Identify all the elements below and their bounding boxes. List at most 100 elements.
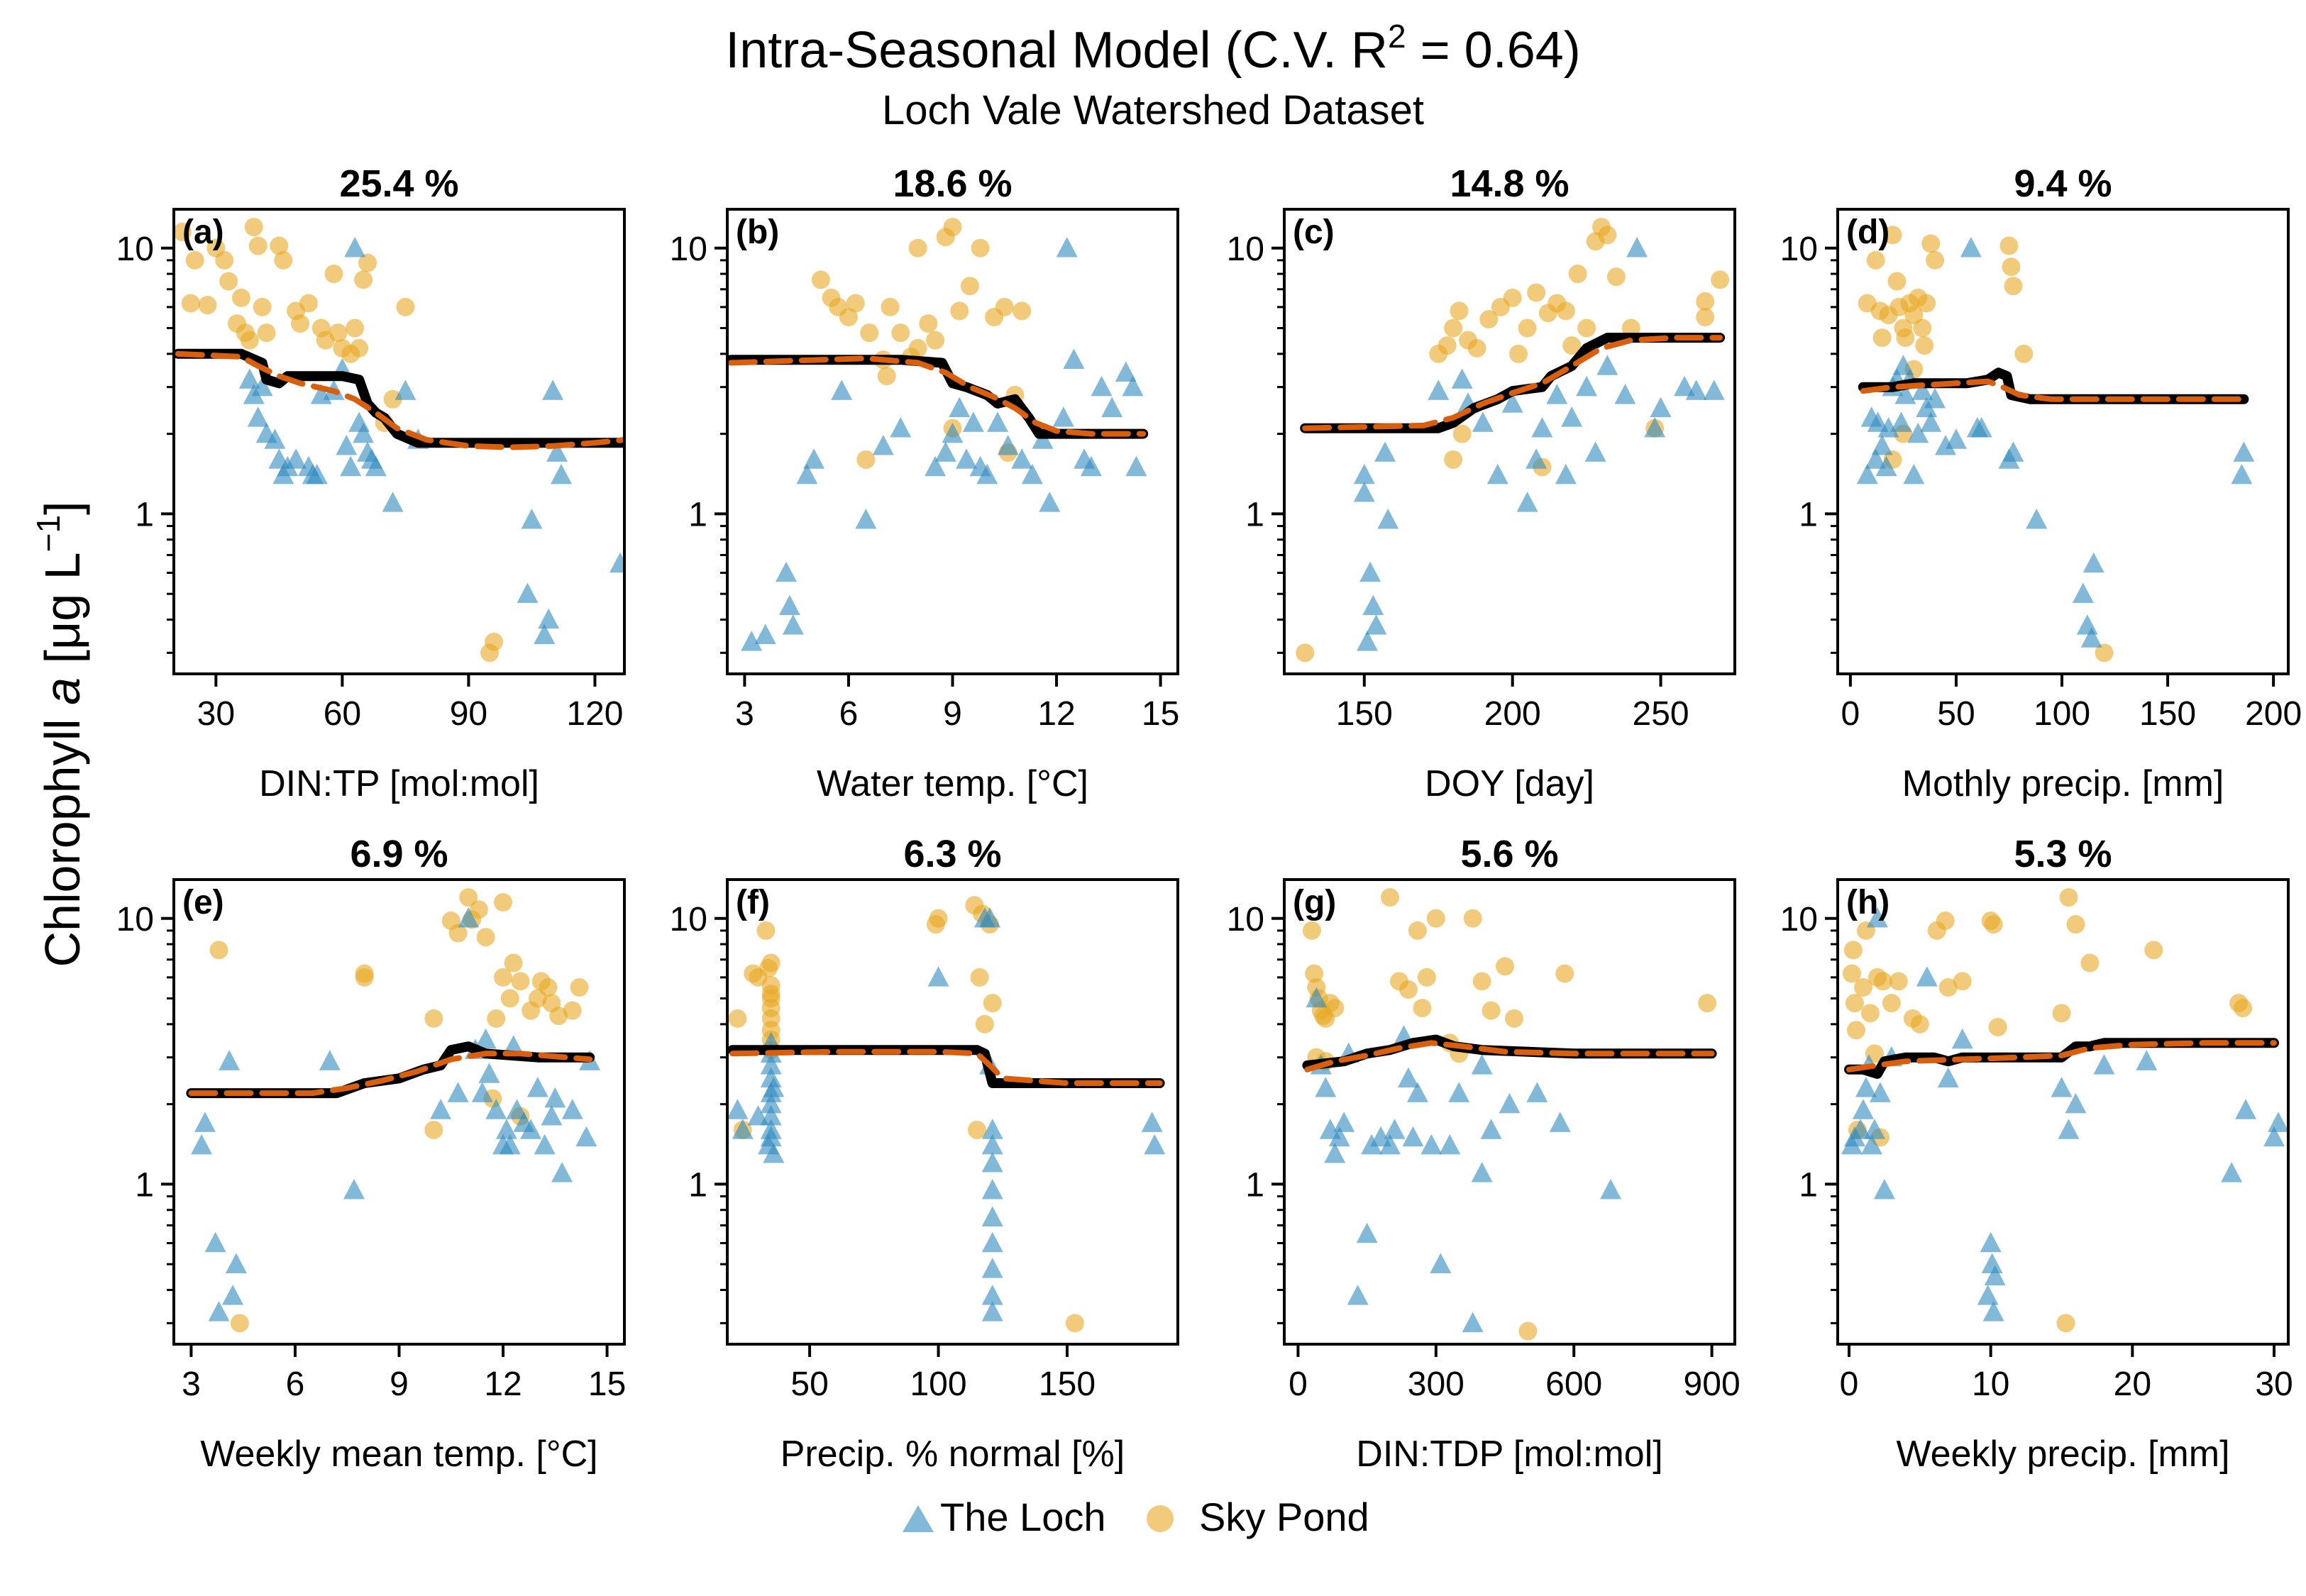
sky-pond-point [728, 1009, 747, 1028]
sky-pond-point [355, 968, 374, 987]
sky-pond-point [1896, 328, 1915, 348]
x-tick-label: 12 [1037, 695, 1075, 733]
the-loch-point [1856, 463, 1878, 484]
the-loch-point [1614, 384, 1636, 404]
the-loch-point [395, 379, 416, 400]
y-tick-label: 10 [1780, 901, 1818, 938]
ylabel-superscript: −1 [30, 515, 67, 552]
the-loch-point [741, 631, 763, 651]
the-loch-point [1356, 631, 1378, 651]
the-loch-point [1894, 384, 1916, 404]
the-loch-point [1576, 375, 1598, 397]
panel-g: 5.6 % (g) 0 300 600 900 1 10 DIN:TDP [mol:mol] [1227, 833, 1740, 1475]
the-loch-point [521, 509, 543, 529]
figure-subtitle: Loch Vale Watershed Dataset [882, 87, 1424, 133]
sky-pond-point [1698, 994, 1717, 1013]
the-loch-point [499, 1134, 521, 1155]
panel-label: (h) [1846, 884, 1890, 921]
fit-line-dashed [1302, 335, 1723, 431]
the-loch-point [1981, 1253, 2003, 1273]
sky-pond-point [358, 253, 377, 272]
the-loch-point [520, 1119, 542, 1139]
sky-pond-point [274, 250, 293, 270]
the-loch-point [2002, 441, 2024, 462]
sky-pond-point [1503, 288, 1522, 307]
the-loch-point [225, 1253, 247, 1273]
sky-pond-point [877, 367, 896, 386]
the-loch-point [803, 448, 825, 469]
y-tick-label: 10 [116, 231, 154, 268]
panel-b: 18.6 % (b) 3 6 9 12 15 1 10 Water temp. [°C] [670, 162, 1180, 804]
sky-pond-point [960, 277, 979, 296]
the-loch-point [1873, 1179, 1895, 1199]
sky-pond-point [1872, 328, 1892, 348]
sky-pond-point [1843, 941, 1863, 960]
the-loch-point [1852, 1099, 1874, 1119]
the-loch-point [344, 237, 366, 257]
panel-label: (g) [1293, 884, 1336, 921]
panel-title: 5.3 % [2014, 833, 2112, 875]
the-loch-point [778, 594, 800, 616]
sky-pond-point [1696, 292, 1715, 311]
sky-pond-point [983, 994, 1002, 1013]
sky-pond-point [244, 218, 263, 237]
panel-title: 25.4 % [339, 162, 458, 205]
the-loch-point [1855, 1077, 1877, 1097]
the-loch-point [855, 509, 877, 529]
sky-pond-point [919, 314, 938, 333]
the-loch-point [760, 1105, 782, 1126]
x-tick-label: 600 [1545, 1365, 1602, 1403]
sky-pond-point [970, 968, 989, 987]
x-axis-label: Weekly precip. [mm] [1896, 1434, 2229, 1475]
fit-line-black [1844, 1038, 2279, 1079]
sky-pond-point [1479, 310, 1499, 329]
sky-pond-point [1883, 226, 1902, 245]
fit-line-dashed [1304, 1040, 1715, 1073]
the-loch-point [219, 1050, 241, 1070]
sky-pond-point [2059, 888, 2078, 907]
sky-pond-point [1882, 994, 1901, 1013]
the-loch-point [1875, 455, 1897, 477]
x-tick-label: 9 [943, 695, 962, 733]
the-loch-point [534, 624, 556, 644]
panel-a: 25.4 % (a) 30 60 90 120 1 10 DIN:TP [mol:mol] [116, 162, 626, 804]
legend-label-sky: Sky Pond [1199, 1495, 1369, 1539]
the-loch-point [204, 1231, 226, 1253]
panel-frame [172, 878, 626, 1346]
the-loch-point [1091, 375, 1113, 397]
y-tick-label: 1 [1245, 496, 1264, 533]
plot-area [1841, 888, 2288, 1333]
sky-pond-point [563, 1001, 582, 1020]
the-loch-point [1370, 1126, 1392, 1147]
the-loch-point [782, 614, 804, 635]
sky-pond-point [487, 1009, 506, 1028]
plot-area [186, 888, 601, 1333]
sky-pond-point [1577, 318, 1596, 338]
sky-pond-point [1926, 250, 1945, 270]
x-tick-label: 0 [1841, 695, 1860, 733]
sky-pond-point [761, 976, 780, 995]
panel-label: (a) [182, 214, 224, 251]
x-tick-label: 250 [1633, 695, 1689, 733]
the-loch-point [1945, 428, 1967, 449]
the-loch-point [890, 416, 912, 438]
sky-pond-point [181, 294, 200, 313]
sky-pond-point [846, 294, 865, 313]
panel-title: 18.6 % [893, 162, 1012, 205]
sky-pond-point [1450, 301, 1469, 321]
the-loch-point [2231, 463, 2253, 484]
the-loch-point [1402, 1126, 1424, 1147]
the-loch-point [1333, 1112, 1355, 1132]
the-loch-point [517, 582, 539, 603]
the-loch-point [2072, 582, 2094, 603]
the-loch-point [1056, 237, 1078, 257]
the-loch-point [763, 1077, 785, 1097]
sky-pond-point [329, 323, 348, 343]
sky-pond-point [1482, 1001, 1501, 1020]
sky-pond-point [570, 978, 589, 997]
legend: The Loch Sky Pond [903, 1495, 1369, 1539]
sky-pond-point [1472, 972, 1491, 991]
sky-pond-point [1065, 1314, 1084, 1333]
